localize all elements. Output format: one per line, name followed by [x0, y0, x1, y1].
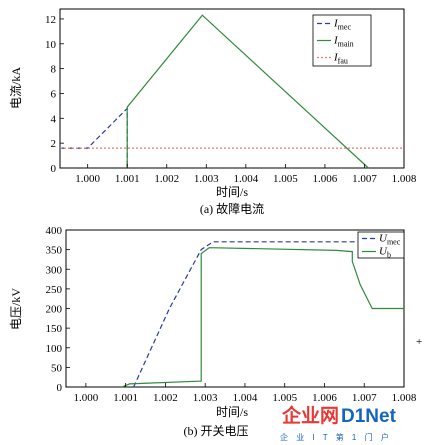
series-line-i-mec: [60, 106, 128, 168]
x-tick-label-a: 1.005: [273, 173, 298, 185]
y-tick-label-a: 10: [45, 39, 57, 51]
x-tick-label-a: 1.002: [154, 173, 179, 185]
x-tick-label-a: 1.003: [194, 173, 219, 185]
plot-frame-b: [65, 229, 405, 388]
series-line-i-main: [126, 14, 369, 169]
x-tick-label-b: 1.002: [153, 392, 178, 404]
x-tick-label-b: 1.004: [233, 392, 258, 404]
x-tick-label-b: 1.001: [113, 392, 138, 404]
y-tick-label-a: 6: [51, 88, 57, 100]
x-axis-title-a: 时间/s: [216, 185, 248, 199]
x-tick-label-b: 1.003: [193, 392, 218, 404]
x-tick-label-a: 1.001: [115, 173, 140, 185]
x-tick-label-a: 1.007: [352, 173, 377, 185]
x-tick-label-b: 1.005: [272, 392, 297, 404]
y-tick-label-a: 4: [51, 113, 57, 125]
y-tick-label-b: 100: [46, 343, 63, 355]
legend-box-b: [357, 231, 405, 259]
y-tick-label-a: 8: [51, 64, 57, 76]
x-axis-a: 1.000 1.001 1.002 1.003 1.004 1.005 1.006 1.007…: [75, 164, 417, 185]
y-axis-a: 0 2 4 6 8 10 12: [45, 14, 64, 175]
y-tick-label-a: 12: [45, 14, 56, 26]
x-tick-label-a: 1.000: [75, 173, 100, 185]
y-tick-label-a: 0: [51, 163, 57, 175]
margin-mark: +: [416, 336, 422, 348]
caption-b: (b) 开关电压: [184, 424, 249, 438]
y-tick-label-b: 300: [46, 264, 63, 276]
watermark-tagline: 企 业 I T 第 1 门 户: [280, 432, 392, 442]
x-tick-label-b: 1.007: [352, 392, 377, 404]
x-axis-b: 1.000 1.001 1.002 1.003 1.004 1.005 1.006 1.007…: [74, 383, 417, 404]
watermark-part-a: 企业网: [281, 404, 339, 427]
y-tick-label-b: 250: [46, 284, 63, 296]
y-tick-label-b: 350: [46, 245, 63, 257]
switch-voltage-chart: 1.000 1.001 1.002 1.003 1.004 1.005 1.006 1.007…: [9, 225, 417, 438]
x-tick-label-b: 1.008: [392, 392, 417, 404]
series-group-b: [121, 241, 404, 388]
x-tick-label-b: 1.000: [74, 392, 99, 404]
y-tick-label-b: 200: [46, 304, 63, 316]
y-tick-label-b: 150: [46, 323, 63, 335]
y-axis-title-b: 电压/kV: [9, 288, 23, 330]
y-axis-b: 0 50 100 150 200 250 300 350 400: [46, 225, 70, 394]
x-tick-label-b: 1.006: [312, 392, 337, 404]
x-axis-title-b: 时间/s: [216, 405, 248, 419]
y-axis-title-a: 电流/kA: [9, 67, 23, 109]
x-tick-label-a: 1.008: [392, 173, 417, 185]
fault-current-chart: 1.000 1.001 1.002 1.003 1.004 1.005 1.006 1.007…: [9, 8, 417, 216]
series-line-u-b: [121, 247, 404, 388]
series-line-u-mec: [133, 241, 385, 388]
y-tick-label-b: 0: [57, 382, 63, 394]
x-tick-label-a: 1.004: [233, 173, 258, 185]
caption-a: (a) 故障电流: [200, 201, 264, 216]
y-tick-label-a: 2: [51, 138, 57, 150]
watermark-logo: 企业网 D1Net 企 业 I T 第 1 门 户: [280, 404, 397, 442]
y-tick-label-b: 50: [51, 362, 63, 374]
series-group-a: [60, 14, 404, 169]
watermark-part-b: D1Net: [341, 406, 397, 427]
y-tick-label-b: 400: [46, 225, 63, 237]
legend-label-b: Ub: [379, 246, 391, 260]
plot-frame-a: [59, 8, 405, 169]
x-tick-label-a: 1.006: [313, 173, 338, 185]
